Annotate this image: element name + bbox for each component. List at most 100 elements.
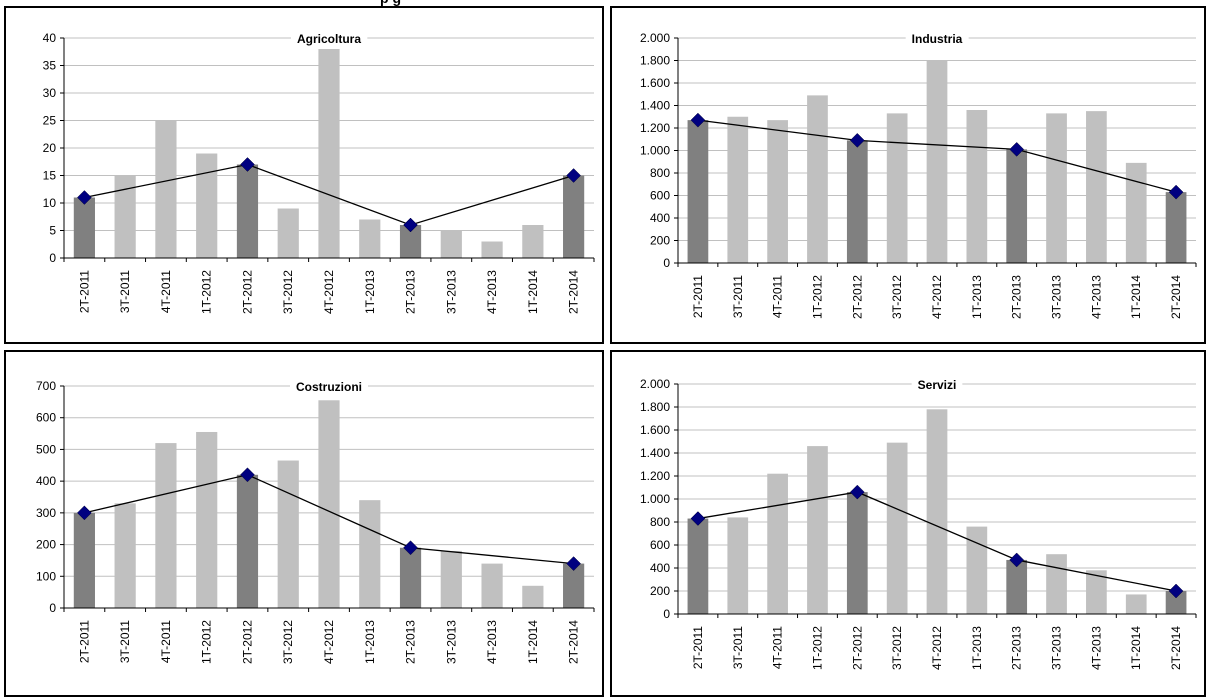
trend-marker [77, 190, 92, 205]
chart-title: Agricoltura [297, 32, 361, 46]
bar-2t-2013 [399, 547, 422, 608]
bar-1t-2012 [807, 446, 828, 614]
y-tick-label: 0 [49, 251, 56, 265]
bar-1t-2012 [196, 153, 218, 258]
cropped-header: p g [0, 0, 1206, 6]
bar-4t-2013 [481, 241, 503, 258]
trend-marker [240, 157, 255, 172]
x-tick-label: 2T-2012 [850, 626, 864, 670]
x-tick-label: 3T-2011 [118, 620, 132, 663]
y-tick-label: 20 [43, 141, 57, 155]
bar-2t-2014 [563, 175, 585, 258]
x-tick-label: 3T-2013 [1050, 275, 1064, 319]
x-tick-label: 3T-2013 [444, 270, 458, 314]
bar-4t-2013 [481, 563, 503, 608]
bar-1t-2014 [522, 225, 544, 258]
y-tick-label: 1.400 [640, 446, 670, 460]
bar-1t-2012 [196, 431, 218, 608]
x-tick-label: 1T-2012 [810, 626, 824, 670]
y-tick-label: 600 [650, 538, 670, 552]
chart-panel-costruzioni: 0 100 200 300 400 500 600 700 2T-2011 3T-2011 4T-2… [4, 350, 604, 697]
chart-svg-industria: 0 200 400 600 800 1.000 1.200 1.400 1.600 1.800 2.… [640, 31, 1197, 319]
bar-2t-2012 [846, 140, 868, 263]
y-tick-label: 30 [43, 86, 57, 100]
x-tick-label: 2T-2012 [240, 620, 254, 664]
bar-4t-2011 [155, 120, 177, 258]
y-tick-label: 200 [650, 234, 670, 248]
chart-svg-servizi: 0 200 400 600 800 1.000 1.200 1.400 1.600 1.800 2.… [640, 377, 1197, 670]
bar-3t-2012 [277, 208, 299, 258]
bar-2t-2014 [1165, 192, 1187, 263]
x-tick-label: 4T-2012 [930, 275, 944, 319]
trend-marker [1168, 583, 1184, 599]
x-tick-label: 2T-2013 [404, 620, 418, 664]
x-tick-label: 2T-2011 [77, 270, 91, 313]
x-tick-label: 2T-2012 [850, 275, 864, 319]
y-tick-label: 1.000 [640, 144, 670, 158]
x-tick-label: 4T-2013 [1089, 275, 1103, 319]
bar-3t-2013 [1046, 554, 1067, 614]
x-tick-label: 2T-2014 [567, 620, 581, 664]
y-tick-label: 600 [650, 189, 670, 203]
chart-title-background [290, 380, 368, 395]
bar-2t-2011 [73, 512, 95, 608]
bar-2t-2013 [399, 225, 422, 258]
y-tick-label: 1.000 [640, 492, 670, 506]
chart-title-background [911, 378, 963, 393]
x-tick-label: 4T-2012 [930, 626, 944, 670]
y-tick-label: 1.800 [640, 400, 670, 414]
bar-2t-2013 [1006, 149, 1028, 263]
bar-4t-2012 [926, 409, 948, 614]
y-tick-label: 10 [43, 196, 57, 210]
bar-3t-2011 [727, 116, 749, 263]
bar-2t-2011 [73, 197, 95, 258]
x-tick-label: 1T-2014 [1129, 275, 1143, 319]
x-tick-label: 3T-2012 [890, 275, 904, 319]
trend-line [84, 474, 574, 565]
bar-2t-2012 [846, 492, 868, 614]
y-tick-label: 1.600 [640, 423, 670, 437]
bar-2t-2014 [1165, 591, 1187, 614]
x-tick-label: 2T-2014 [1169, 275, 1183, 319]
trend-marker [1009, 142, 1025, 157]
x-tick-label: 4T-2012 [322, 620, 336, 664]
x-tick-label: 4T-2011 [159, 620, 173, 663]
x-tick-label: 2T-2011 [691, 275, 705, 318]
bar-1t-2014 [1125, 162, 1147, 263]
x-tick-label: 3T-2011 [731, 275, 745, 318]
x-tick-label: 4T-2013 [485, 620, 499, 664]
bar-3t-2012 [886, 442, 908, 614]
x-tick-label: 3T-2012 [890, 626, 904, 670]
trend-marker [403, 540, 418, 556]
x-tick-label: 3T-2012 [281, 270, 295, 314]
chart-panel-servizi: 0 200 400 600 800 1.000 1.200 1.400 1.600 1.800 2.… [610, 350, 1206, 697]
y-tick-label: 200 [650, 584, 670, 598]
chart-svg-agricoltura: 0 5 10 15 20 25 30 35 40 2T-2011 3T-2011 4T-2011 1T-… [43, 31, 595, 314]
y-tick-label: 100 [36, 569, 56, 583]
trend-line [84, 163, 574, 226]
trend-marker [1168, 184, 1184, 200]
y-tick-label: 1.400 [640, 99, 670, 113]
x-tick-label: 4T-2011 [771, 275, 785, 318]
trend-marker [849, 484, 865, 500]
bar-3t-2013 [440, 230, 462, 258]
trend-marker [403, 217, 418, 233]
x-tick-label: 4T-2013 [485, 270, 499, 314]
bar-2t-2013 [1006, 559, 1028, 614]
y-tick-label: 5 [49, 224, 56, 238]
bar-4t-2012 [318, 400, 340, 608]
trend-line [697, 491, 1177, 592]
x-tick-label: 2T-2014 [1169, 626, 1183, 670]
x-tick-label: 1T-2013 [970, 275, 984, 319]
chart-panel-agricoltura: 0 5 10 15 20 25 30 35 40 2T-2011 3T-2011 4T-2011 1T-… [4, 6, 604, 344]
y-tick-label: 200 [36, 538, 56, 552]
trend-line [697, 119, 1177, 193]
x-tick-label: 2T-2011 [691, 626, 705, 669]
x-tick-label: 1T-2014 [526, 620, 540, 664]
bar-3t-2011 [727, 517, 749, 614]
y-tick-label: 25 [43, 114, 57, 128]
x-tick-label: 4T-2013 [1089, 626, 1103, 670]
bar-1t-2013 [359, 500, 381, 608]
bar-3t-2013 [440, 550, 462, 608]
x-tick-label: 1T-2014 [526, 270, 540, 314]
